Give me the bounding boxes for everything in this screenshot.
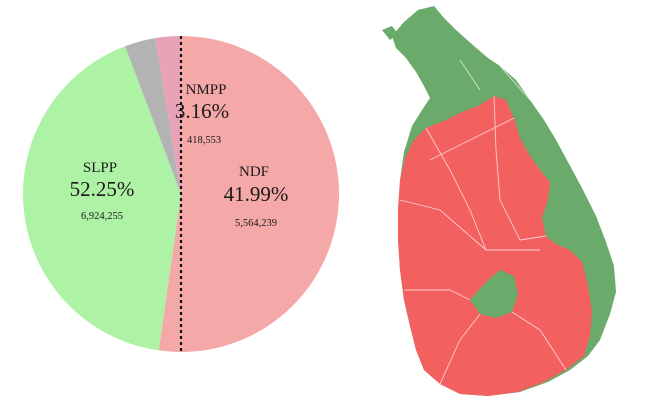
slpp-pct-label: 52.25% [70, 177, 135, 201]
pie-slice-others [155, 36, 181, 194]
pie-slice-ndf [22, 46, 181, 351]
map-slpp-region [398, 96, 592, 396]
pie-slices [22, 35, 340, 352]
ndf-votes-label: 5,564,239 [235, 218, 277, 229]
map-islet [382, 26, 398, 40]
sri-lanka-map [382, 6, 616, 396]
nmpp-votes-label: 418,553 [187, 135, 221, 146]
map-district-borders [399, 59, 567, 385]
map-ndf-enclave [470, 270, 518, 318]
ndf-name-label: NDF [239, 164, 269, 180]
map-islet [436, 66, 448, 78]
pie-slice-nmpp [125, 38, 181, 194]
ndf-pct-label: 41.99% [224, 182, 289, 206]
nmpp-pct-label: 3.16% [175, 99, 229, 123]
nmpp-name-label: NMPP [186, 82, 227, 98]
slpp-name-label: SLPP [83, 160, 117, 176]
slpp-votes-label: 6,924,255 [81, 211, 123, 222]
pie-slice-slpp [158, 35, 340, 352]
